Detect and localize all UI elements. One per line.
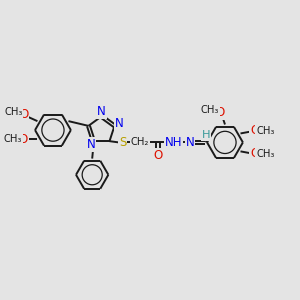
Text: O: O <box>250 147 260 161</box>
Text: NH: NH <box>164 136 182 149</box>
Text: CH₃: CH₃ <box>256 126 274 136</box>
Text: N: N <box>186 136 194 149</box>
Text: CH₃: CH₃ <box>4 107 22 117</box>
Text: O: O <box>153 149 162 162</box>
Text: H: H <box>202 130 210 140</box>
Text: N: N <box>97 105 106 119</box>
Text: CH₂: CH₂ <box>131 137 149 147</box>
Text: N: N <box>87 138 95 152</box>
Text: O: O <box>18 133 28 146</box>
Text: CH₃: CH₃ <box>256 149 274 159</box>
Text: O: O <box>19 108 28 121</box>
Text: CH₃: CH₃ <box>200 105 219 115</box>
Text: S: S <box>119 136 126 149</box>
Text: N: N <box>115 117 123 130</box>
Text: CH₃: CH₃ <box>3 134 22 144</box>
Text: O: O <box>215 106 225 119</box>
Text: O: O <box>250 124 260 137</box>
